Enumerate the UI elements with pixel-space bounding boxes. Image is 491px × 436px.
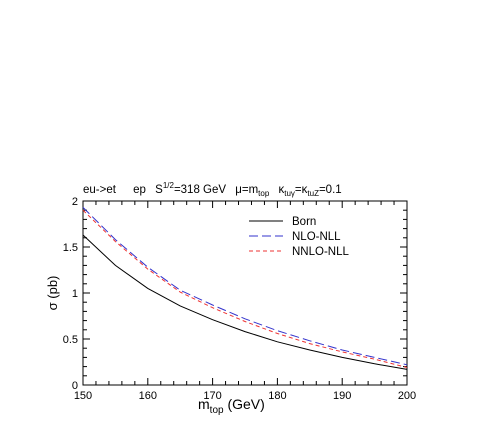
x-tick-label: 170 — [203, 390, 221, 402]
chart-title: eu->et ep S1/2=318 GeV μ=mtop κtuγ=κtuZ=… — [83, 181, 342, 199]
title-scale: μ=m — [235, 184, 258, 196]
y-tick-label: 1.5 — [63, 242, 78, 254]
title-sqrt-s-exp: 1/2 — [163, 181, 175, 190]
x-tick-label: 150 — [74, 390, 92, 402]
legend-label: Born — [292, 216, 316, 228]
y-tick-label: 0.5 — [63, 334, 78, 346]
x-tick-labels: 150 160 170 180 190 200 — [74, 390, 416, 402]
x-tick-label: 160 — [139, 390, 157, 402]
title-coupling-value: =0.1 — [319, 184, 342, 196]
title-coupling-eq: =κ — [295, 184, 308, 196]
title-scale-sub: top — [258, 189, 270, 198]
x-tick-label: 190 — [333, 390, 351, 402]
series-nnlo-nll-line — [82, 209, 408, 368]
series-lines — [82, 207, 408, 370]
y-tick-labels: 0 0.5 1 1.5 2 — [63, 196, 78, 392]
legend-label: NNLO-NLL — [292, 246, 349, 258]
title-beam: ep — [133, 184, 146, 196]
x-axis-label: mtop (GeV) — [198, 396, 265, 416]
x-axis-label-main: m — [198, 396, 210, 412]
title-sqrt-s: S — [155, 184, 163, 196]
series-born-line — [82, 234, 408, 370]
legend: Born NLO-NLL NNLO-NLL — [249, 216, 349, 258]
series-nlo-nll-line — [82, 207, 408, 366]
title-process: eu->et — [83, 184, 117, 196]
axis-ticks — [82, 200, 408, 386]
y-tick-label: 2 — [72, 196, 78, 208]
title-sqrt-s-value: =318 GeV — [174, 184, 226, 196]
title-coupling-a: κ — [279, 184, 285, 196]
x-tick-label: 200 — [398, 390, 416, 402]
legend-label: NLO-NLL — [292, 231, 341, 243]
x-tick-label: 180 — [268, 390, 286, 402]
title-coupling-a-sub: tuγ — [284, 189, 295, 198]
y-tick-label: 0 — [72, 380, 78, 392]
title-coupling-b-sub: tuZ — [307, 189, 319, 198]
y-axis-label: σ (pb) — [45, 276, 60, 311]
plot-frame — [82, 200, 408, 386]
x-axis-label-unit: (GeV) — [224, 396, 265, 412]
x-axis-label-sub: top — [210, 405, 224, 416]
y-tick-label: 1 — [72, 288, 78, 300]
